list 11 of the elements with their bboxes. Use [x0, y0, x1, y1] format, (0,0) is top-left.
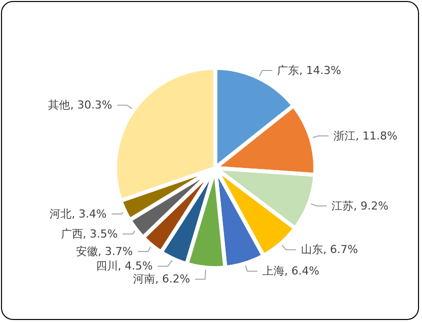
slice-label: 广东, 14.3%: [277, 64, 342, 78]
slice-label: 安徽, 3.7%: [76, 244, 133, 258]
slice-label: 河北, 3.4%: [50, 208, 107, 220]
slice-label: 河南, 6.2%: [133, 272, 190, 286]
slice-label: 浙江, 11.8%: [333, 129, 398, 142]
slice-label: 山东, 6.7%: [300, 243, 358, 256]
slice-label: 江苏, 9.2%: [331, 199, 388, 212]
slice-label: 四川, 4.5%: [96, 260, 153, 273]
slice-label: 上海, 6.4%: [262, 264, 320, 278]
slice-label: 其他, 30.3%: [48, 98, 112, 112]
slice-label: 广西, 3.5%: [60, 227, 118, 240]
